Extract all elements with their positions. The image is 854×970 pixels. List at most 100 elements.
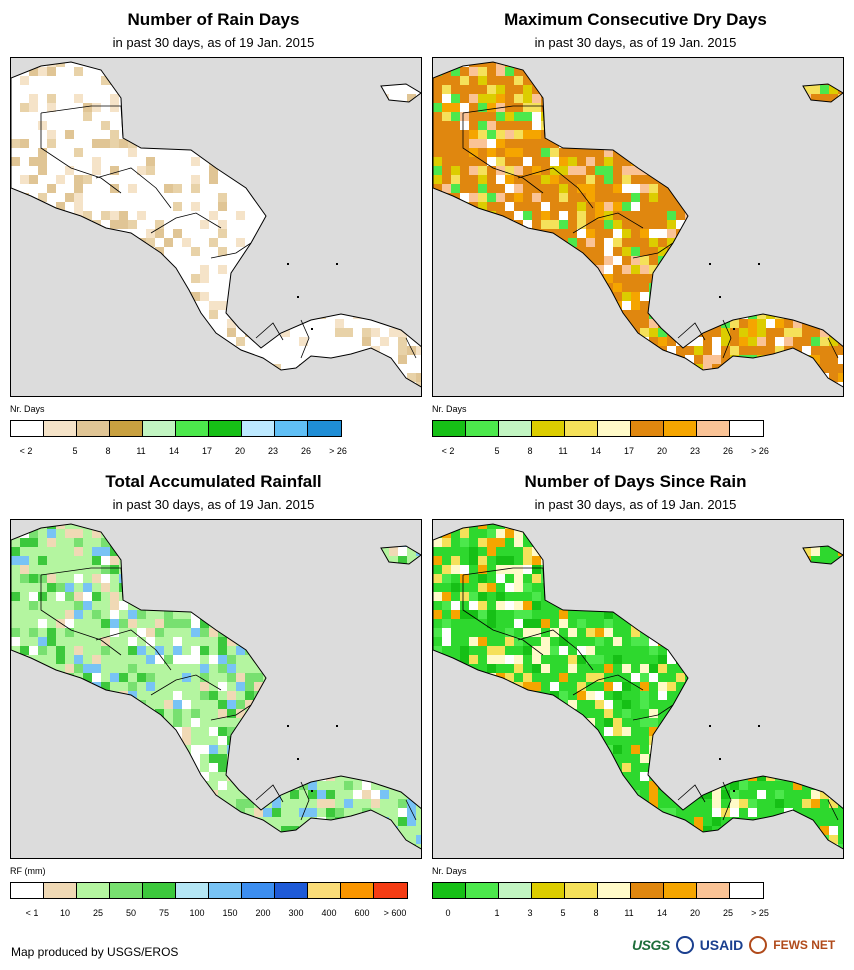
country-border [210,704,252,721]
island [287,725,289,727]
map-graphic [11,61,421,388]
island [287,263,289,265]
legend-tick-label: 400 [321,908,337,918]
country-border [150,212,222,234]
legend-swatch [664,883,697,898]
legend-tick-label: 10 [59,908,71,918]
legend-tick-label: 8 [593,908,599,918]
fews-seal-icon [749,936,768,954]
coastline [802,545,843,565]
usgs-logo: USGS [632,937,670,953]
coastline [11,61,421,388]
legend-swatch [598,421,631,436]
island [758,725,760,727]
panel-max-dry-days: Maximum Consecutive Dry Days in past 30 … [422,0,849,470]
coastline [380,545,421,565]
panel-subtitle: in past 30 days, as of 19 Jan. 2015 [534,35,737,50]
legend-swatch [433,421,466,436]
country-border [572,674,644,696]
legend-ticks: < 1 10 25 50 75 100 150 200 300 400 600 > 600 [10,908,407,920]
country-border [40,575,122,656]
country-border [255,784,284,803]
legend-swatch [341,883,374,898]
country-border [95,167,172,209]
legend-swatch [176,883,209,898]
country-border [517,167,594,209]
island [733,328,735,330]
country-border [677,322,706,341]
map [432,57,844,397]
legend-tick-label: 25 [722,908,734,918]
color-legend [10,882,408,899]
partner-logos: USGS USAID FEWS NET [632,934,835,956]
country-border [405,337,417,359]
map [432,519,844,859]
country-border [40,105,124,139]
country-border [572,212,644,234]
legend-swatch [730,421,763,436]
map [10,57,422,397]
panel-subtitle: in past 30 days, as of 19 Jan. 2015 [112,497,315,512]
legend-tick-label: 14 [656,908,668,918]
legend-tick-label: 8 [527,446,533,456]
legend-swatch [499,421,532,436]
panel-days-since-rain: Number of Days Since Rain in past 30 day… [422,462,849,932]
island [311,790,313,792]
legend-tick-label: 8 [105,446,111,456]
legend-tick-label: < 2 [19,446,33,456]
legend-swatch [11,421,44,436]
legend-swatch [209,883,242,898]
legend-swatch [275,883,308,898]
legend-unit: Nr. Days [10,404,45,414]
color-legend [432,420,764,437]
legend-tick-label: 5 [560,908,566,918]
legend-tick-label: 26 [722,446,734,456]
island [719,296,721,298]
legend-swatch [565,421,598,436]
legend-tick-label: 5 [494,446,500,456]
legend-tick-label: 17 [623,446,635,456]
legend-tick-label: 20 [234,446,246,456]
legend-swatch [77,883,110,898]
legend-swatch [631,883,664,898]
legend-swatch [143,883,176,898]
legend-swatch [77,421,110,436]
legend-swatch [598,883,631,898]
legend-tick-label: 11 [624,908,634,918]
coastline [433,61,843,388]
legend-swatch [532,421,565,436]
panel-title: Number of Days Since Rain [524,472,747,491]
country-border [677,784,706,803]
legend-tick-label: 0 [445,908,451,918]
legend-swatch [565,883,598,898]
coastline [433,523,843,850]
panel-total-rainfall: Total Accumulated Rainfall in past 30 da… [0,462,427,932]
country-border [40,567,124,601]
island [297,758,299,760]
legend-tick-label: 300 [288,908,304,918]
legend-swatch [242,883,275,898]
country-border [255,322,284,341]
legend-tick-label: 50 [125,908,137,918]
legend-swatch [44,421,77,436]
legend-swatch [697,883,730,898]
panel-subtitle: in past 30 days, as of 19 Jan. 2015 [534,497,737,512]
legend-ticks: < 2 5 8 11 14 17 20 23 26 > 26 [10,446,350,458]
legend-swatch [631,421,664,436]
coastline [11,523,421,850]
island [297,296,299,298]
legend-swatch [275,421,308,436]
legend-swatch [44,883,77,898]
legend-tick-label: 100 [189,908,205,918]
legend-tick-label: 14 [168,446,180,456]
legend-tick-label: > 25 [751,908,769,918]
legend-tick-label: 17 [201,446,213,456]
island [311,328,313,330]
legend-tick-label: > 26 [329,446,347,456]
island [709,725,711,727]
panel-subtitle: in past 30 days, as of 19 Jan. 2015 [112,35,315,50]
country-border [210,242,252,259]
legend-tick-label: 200 [255,908,271,918]
island [336,725,338,727]
legend-tick-label: 23 [689,446,701,456]
